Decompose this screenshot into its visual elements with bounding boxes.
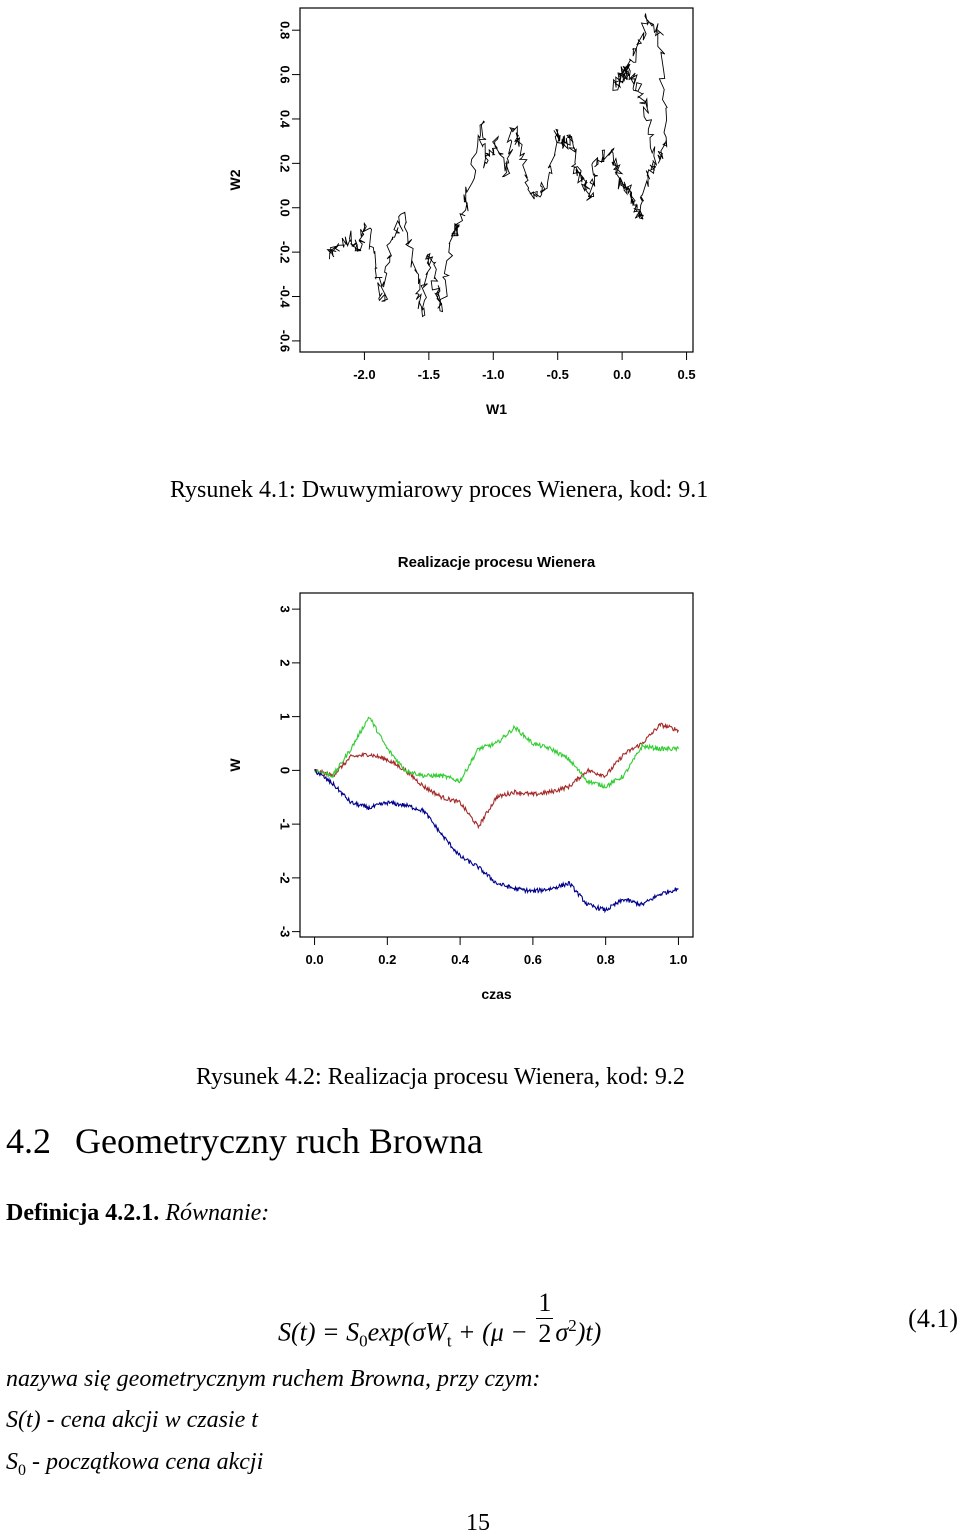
s0-description: - początkowa cena akcji [26, 1449, 264, 1475]
page-number: 15 [466, 1510, 490, 1536]
equation-4-1: S(t) = S0exp(σWt + (μ − 1 2 σ2)t) (4.1) [278, 1286, 958, 1356]
y-tick-label: -3 [278, 926, 293, 938]
figure-wiener-2d: -2.0 -1.5 -1.0 -0.5 0.0 0.5 -0.6 -0.4 -0.2 0.0 0.2… [230, 0, 720, 430]
x-tick-label: 1.0 [669, 952, 687, 967]
equation-fraction: 1 2 [536, 1288, 554, 1349]
plot-frame [299, 7, 694, 353]
y-tick-label: -0.2 [278, 241, 293, 263]
y-tick-label: 0.4 [278, 110, 293, 129]
figure-1-caption: Rysunek 4.1: Dwuwymiarowy proces Wienera… [170, 477, 709, 503]
x-tick-label: 0.4 [451, 952, 470, 967]
body-line-2: S(t) - cena akcji w czasie t [6, 1407, 258, 1433]
section-number: 4.2 [6, 1121, 51, 1161]
y-tick-label: -1 [278, 818, 293, 830]
x-axis-label: czas [481, 986, 512, 1002]
y-tick-label: 0.2 [278, 154, 293, 172]
x-tick-label: 0.0 [306, 952, 324, 967]
y-tick-label: 0.0 [278, 199, 293, 217]
equation-exp: exp(σW [367, 1317, 447, 1347]
x-tick-label: -2.0 [353, 367, 375, 382]
s0-symbol: S [6, 1449, 18, 1475]
x-tick-label: -1.0 [482, 367, 504, 382]
series-line-1 [326, 13, 668, 318]
equation-lhs: S(t) = S [278, 1317, 360, 1347]
equation-tail: )t) [576, 1317, 602, 1347]
chart-title: Realizacje procesu Wienera [398, 554, 596, 571]
definition-label: Definicja 4.2.1. [6, 1200, 160, 1226]
equation-s-subscript: 0 [359, 1331, 368, 1351]
y-axis-label: W2 [230, 169, 243, 190]
y-axis-label: W [230, 758, 243, 772]
figure-2-caption: Rysunek 4.2: Realizacja procesu Wienera,… [196, 1064, 685, 1090]
s0-subscript: 0 [18, 1461, 26, 1479]
y-tick-label: 0.8 [278, 21, 293, 39]
y-tick-label: 1 [278, 713, 293, 720]
plot-frame [299, 592, 694, 938]
figure-wiener-realizations: Realizacje procesu Wienera 0.0 0.2 0.4 0.6 0.… [230, 545, 720, 1015]
definition-text: Równanie: [165, 1200, 270, 1226]
y-tick-label: -2 [278, 872, 293, 884]
x-tick-label: -0.5 [547, 367, 569, 382]
series-line-3 [314, 768, 679, 914]
equation-sigma: σ [555, 1317, 569, 1347]
x-tick-label: 0.6 [524, 952, 542, 967]
chart-wiener-realizations: Realizacje procesu Wienera 0.0 0.2 0.4 0.6 0.… [230, 554, 694, 1002]
section-heading: 4.2 Geometryczny ruch Browna [6, 1120, 483, 1162]
x-axis-label: W1 [486, 401, 507, 417]
fraction-denominator: 2 [538, 1319, 552, 1348]
chart-wiener-2d: -2.0 -1.5 -1.0 -0.5 0.0 0.5 -0.6 -0.4 -0.2 0.0 0.2… [230, 7, 696, 417]
x-tick-label: -1.5 [418, 367, 440, 382]
y-tick-label: 3 [278, 606, 293, 613]
x-tick-label: 0.2 [378, 952, 396, 967]
section-title: Geometryczny ruch Browna [75, 1121, 483, 1161]
y-tick-label: -0.4 [278, 285, 293, 308]
x-tick-label: 0.0 [613, 367, 631, 382]
equation-w-subscript: t [446, 1331, 452, 1351]
y-tick-label: 0 [278, 767, 293, 774]
body-line-1: nazywa się geometrycznym ruchem Browna, … [6, 1366, 541, 1392]
body-line-3: S0 - początkowa cena akcji [6, 1449, 263, 1480]
equation-plus: + (μ − [451, 1317, 528, 1347]
equation-number: (4.1) [908, 1304, 958, 1333]
equation-body: S(t) = S0exp(σWt + (μ − 1 2 σ2)t) [278, 1288, 602, 1365]
series-line-2 [314, 716, 679, 789]
y-tick-label: 0.6 [278, 66, 293, 84]
fraction-numerator: 1 [536, 1288, 554, 1319]
y-tick-label: -0.6 [278, 330, 293, 352]
definition: Definicja 4.2.1. Równanie: [6, 1200, 269, 1227]
equation-sigma-sup: 2 [568, 1315, 577, 1335]
series-line-1 [314, 722, 679, 830]
x-tick-label: 0.8 [597, 952, 615, 967]
x-tick-label: 0.5 [678, 367, 696, 382]
y-tick-label: 2 [278, 659, 293, 666]
